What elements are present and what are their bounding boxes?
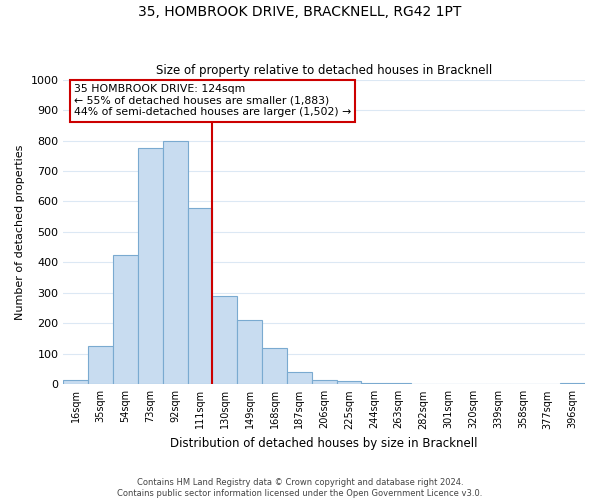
Text: Contains HM Land Registry data © Crown copyright and database right 2024.
Contai: Contains HM Land Registry data © Crown c… <box>118 478 482 498</box>
Bar <box>64 380 88 384</box>
Bar <box>237 320 262 384</box>
Bar <box>163 140 188 384</box>
Text: 35, HOMBROOK DRIVE, BRACKNELL, RG42 1PT: 35, HOMBROOK DRIVE, BRACKNELL, RG42 1PT <box>139 5 461 19</box>
Bar <box>262 348 287 385</box>
Text: 35 HOMBROOK DRIVE: 124sqm
← 55% of detached houses are smaller (1,883)
44% of se: 35 HOMBROOK DRIVE: 124sqm ← 55% of detac… <box>74 84 351 117</box>
Bar <box>138 148 163 384</box>
Bar <box>560 383 585 384</box>
Bar <box>312 380 337 384</box>
Bar <box>188 208 212 384</box>
Title: Size of property relative to detached houses in Bracknell: Size of property relative to detached ho… <box>156 64 493 77</box>
Bar <box>88 346 113 385</box>
Bar <box>113 255 138 384</box>
Bar <box>287 372 312 384</box>
X-axis label: Distribution of detached houses by size in Bracknell: Distribution of detached houses by size … <box>170 437 478 450</box>
Bar <box>361 383 386 384</box>
Bar <box>212 296 237 384</box>
Bar <box>337 382 361 384</box>
Y-axis label: Number of detached properties: Number of detached properties <box>15 144 25 320</box>
